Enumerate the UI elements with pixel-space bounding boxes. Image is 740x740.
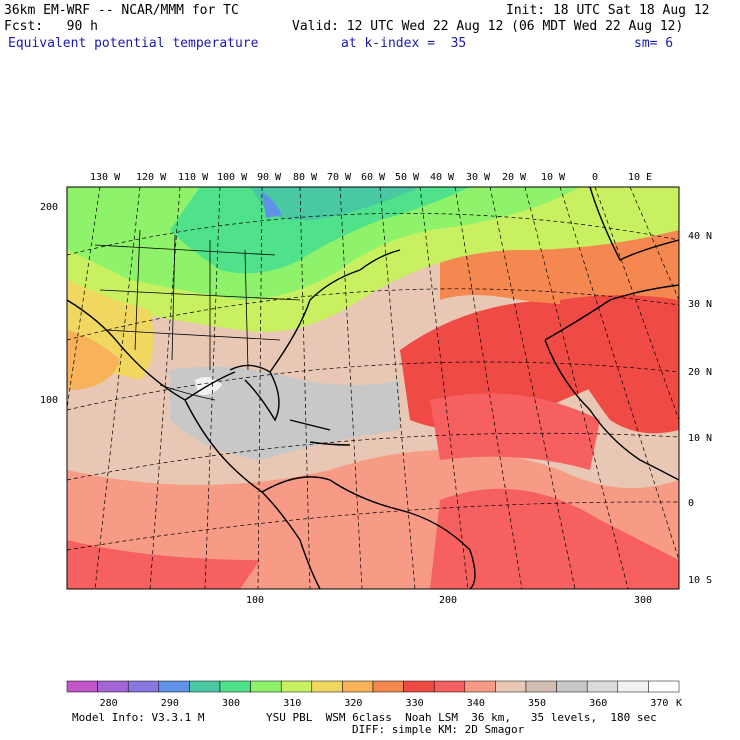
colorbar-swatch [372,680,404,693]
colorbar-swatch [97,680,129,693]
colorbar-unit: K [676,698,682,709]
colorbar [66,680,680,693]
colorbar-tick-label: 360 [589,698,607,709]
lon-label: 80 W [293,172,318,183]
field-name: Equivalent potential temperature [8,36,259,51]
colorbar-swatch [250,680,282,693]
lon-label: 60 W [361,172,386,183]
colorbar-swatch [66,680,98,693]
lat-label: 40 N [688,231,712,242]
lon-label: 90 W [257,172,282,183]
lon-label: 40 W [430,172,455,183]
coastlines [67,187,679,589]
lon-label: 110 W [178,172,209,183]
colorbar-swatch [525,680,557,693]
theta-e-field [67,187,679,589]
smoothing-value: sm= 6 [634,36,674,51]
lat-label: 30 N [688,299,712,310]
colorbar-swatch [127,680,160,693]
colorbar-swatch [586,680,619,693]
physics-options: YSU PBL WSM 6class Noah LSM 36 km, 35 le… [266,711,657,724]
colorbar-tick-label: 280 [100,698,118,709]
lon-label: 10 W [541,172,566,183]
colorbar-tick-label: 310 [283,698,301,709]
colorbar-tick-label: 320 [344,698,362,709]
colorbar-tick-label: 300 [222,698,240,709]
colorbar-swatch [617,680,649,693]
grid-x-label: 200 [439,595,457,606]
colorbar-swatch [648,680,680,693]
lon-label: 20 W [502,172,527,183]
colorbar-swatch [464,680,496,693]
lat-label: 0 [688,498,694,509]
init-time: Init: 18 UTC Sat 18 Aug 12 [506,3,710,18]
political-borders [94,229,301,401]
diffusion-options: DIFF: simple KM: 2D Smagor [352,723,525,736]
level-index: at k-index = 35 [341,36,467,51]
graticule [67,187,679,589]
colorbar-swatch [342,680,374,693]
model-title: 36km EM-WRF -- NCAR/MMM for TC [4,3,239,18]
grid-y-label: 100 [40,395,58,406]
lon-label: 120 W [136,172,167,183]
grid-index-labels: 100 200 300 200 100 [40,202,652,606]
lon-label: 10 E [628,172,652,183]
colorbar-tick-label: 350 [528,698,546,709]
colorbar-swatch [433,680,466,693]
lat-label: 10 N [688,433,712,444]
valid-time: Valid: 12 UTC Wed 22 Aug 12 (06 MDT Wed … [292,19,684,34]
colorbar-swatch [189,680,221,693]
grid-x-label: 300 [634,595,652,606]
lon-label: 100 W [217,172,248,183]
colorbar-swatch [158,680,190,693]
colorbar-swatch [280,680,313,693]
colorbar-swatch [556,680,588,693]
colorbar-tick-label: 370 [650,698,668,709]
lat-label: 20 N [688,367,712,378]
colorbar-tick-label: 340 [467,698,485,709]
colorbar-swatch [403,680,435,693]
colorbar-swatch [495,680,527,693]
map-frame [66,186,680,590]
lat-labels: 40 N 30 N 20 N 10 N 0 10 S [688,231,712,586]
lon-label: 30 W [466,172,491,183]
colorbar-labels: 280 290 300 310 320 330 340 350 360 370 [100,698,669,709]
lon-labels: 130 W 120 W 110 W 100 W 90 W 80 W 70 W 6… [90,172,652,183]
forecast-hour: Fcst: 90 h [4,19,98,34]
colorbar-tick-label: 330 [406,698,424,709]
colorbar-swatch [311,680,343,693]
lon-label: 130 W [90,172,121,183]
grid-x-label: 100 [246,595,264,606]
model-info: Model Info: V3.3.1 M [72,711,205,724]
lat-label: 10 S [688,575,712,586]
colorbar-swatch [219,680,251,693]
lon-label: 50 W [395,172,420,183]
colorbar-tick-label: 290 [161,698,179,709]
lon-label: 70 W [327,172,352,183]
grid-y-label: 200 [40,202,58,213]
lon-label: 0 [592,172,598,183]
